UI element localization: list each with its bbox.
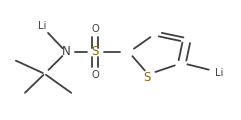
Text: S: S <box>143 71 151 84</box>
Text: S: S <box>92 45 99 58</box>
Text: Li: Li <box>215 68 223 78</box>
Text: Li: Li <box>38 21 46 31</box>
Text: O: O <box>91 24 99 34</box>
Text: O: O <box>91 70 99 80</box>
Text: N: N <box>62 45 71 58</box>
